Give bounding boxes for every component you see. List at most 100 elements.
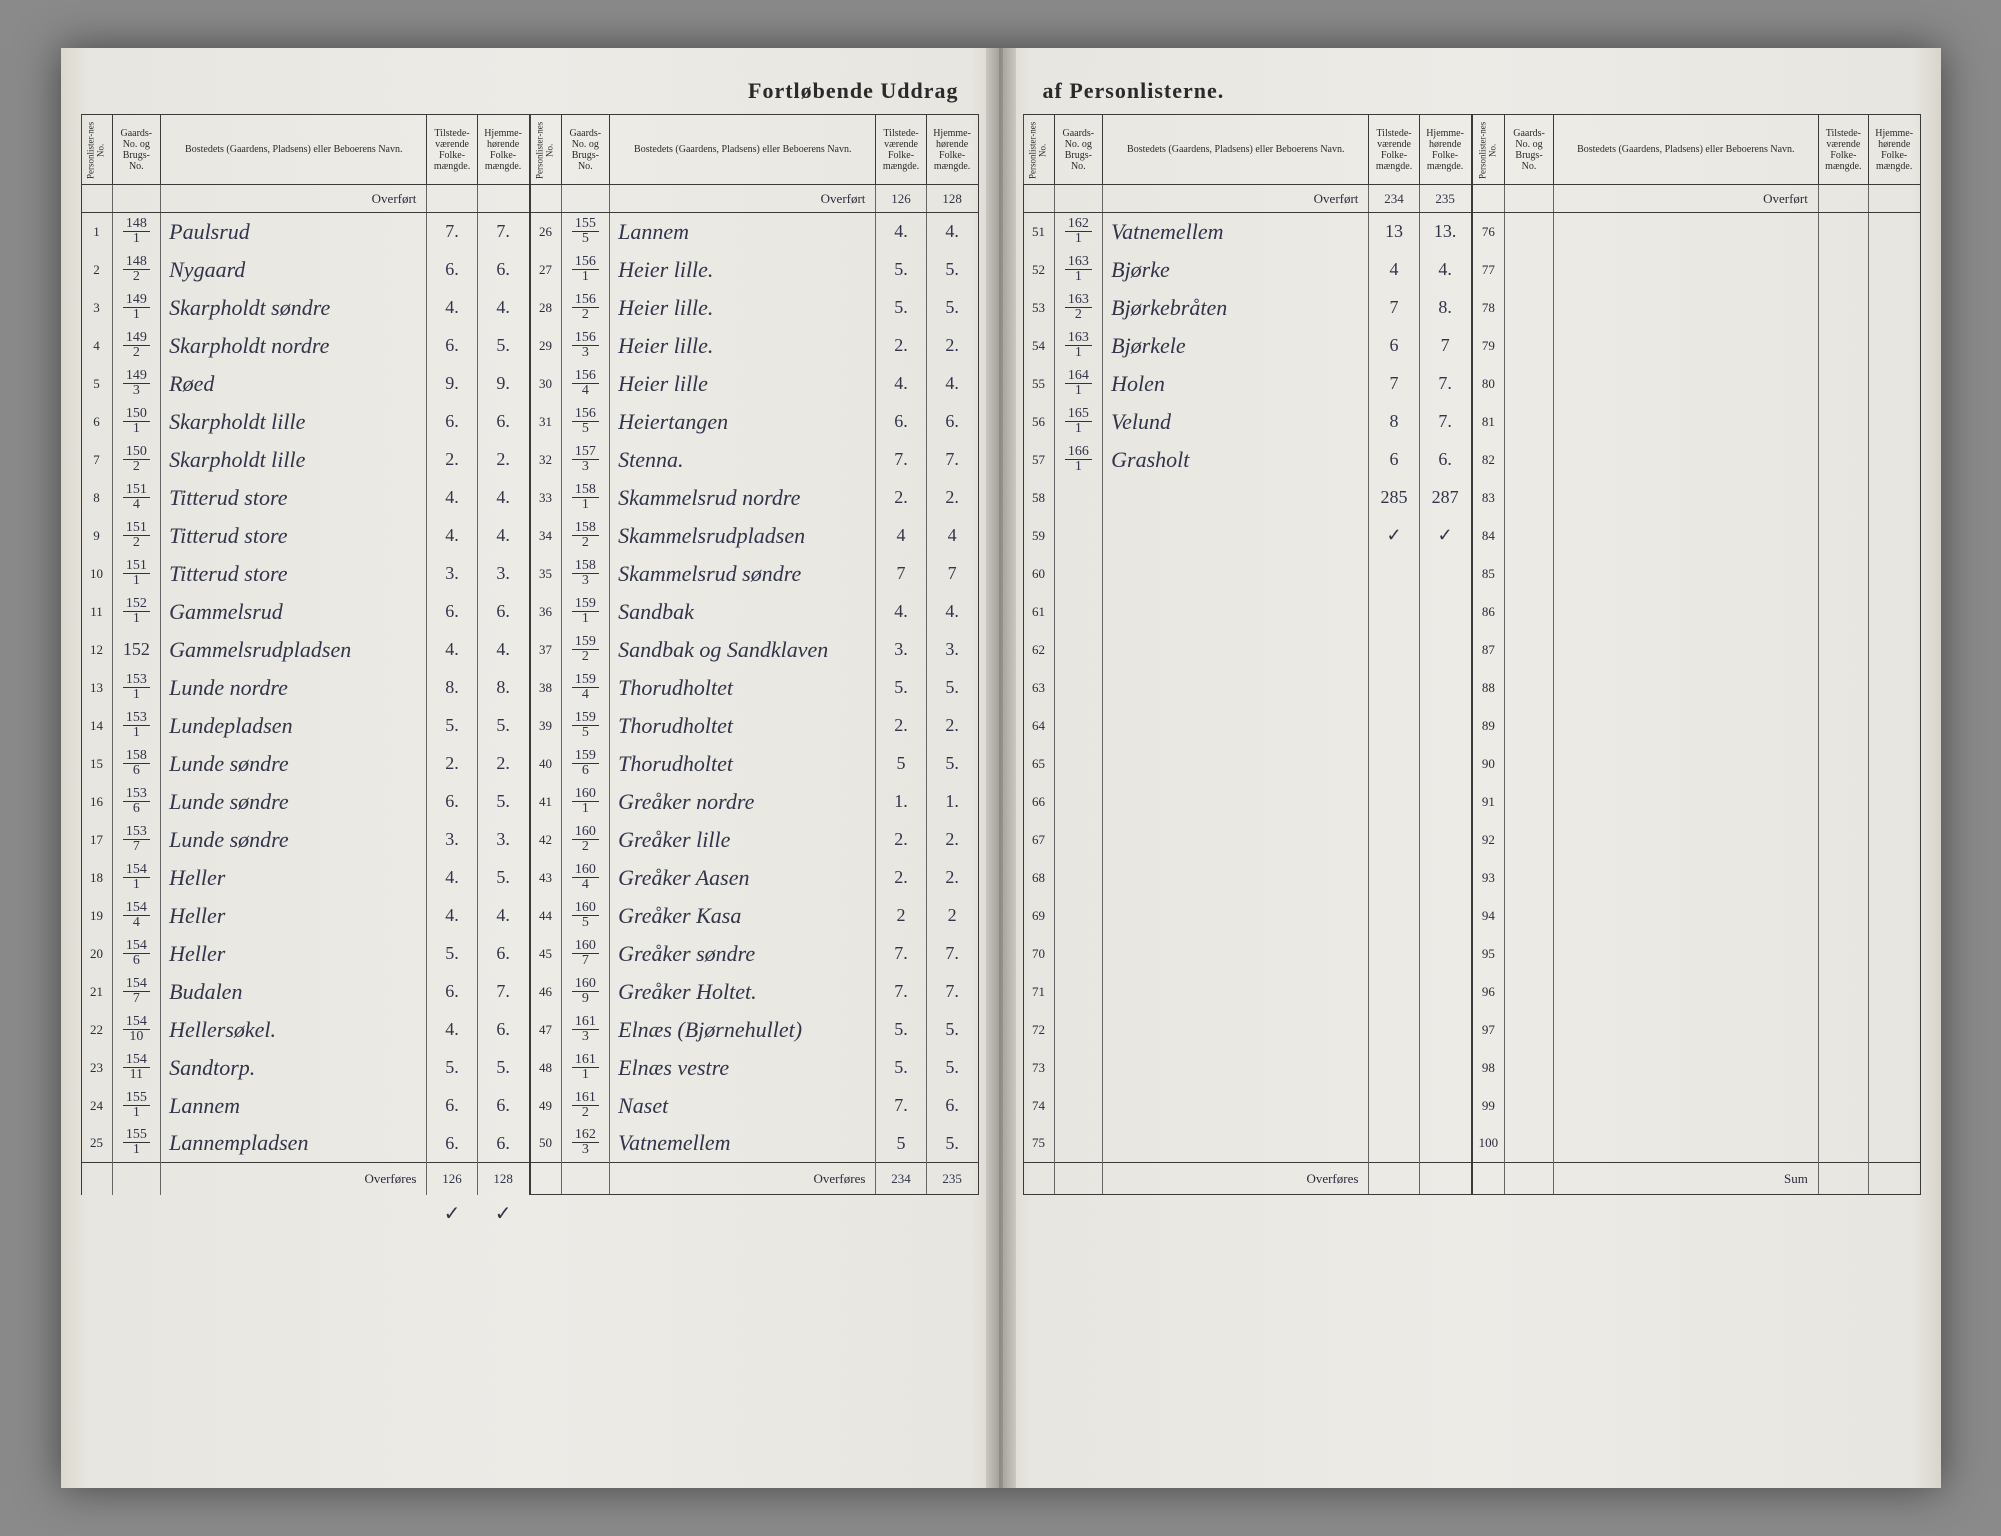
cell-tilstede xyxy=(1369,973,1419,1011)
cell-rownum: 1 xyxy=(81,213,112,251)
table-row: 70 xyxy=(1023,935,1471,973)
cell-name: Thorudholtet xyxy=(610,669,876,707)
cell-gaard xyxy=(1505,289,1553,327)
cell-gaard: 1573 xyxy=(561,441,610,479)
cell-rownum: 23 xyxy=(81,1049,112,1087)
cell-tilstede xyxy=(1818,213,1868,251)
cell-hjemme xyxy=(1868,1125,1920,1163)
cell-name xyxy=(1553,365,1818,403)
cell-gaard: 1541 xyxy=(112,859,161,897)
cell-name xyxy=(1553,783,1818,821)
cell-gaard: 15411 xyxy=(112,1049,161,1087)
cell-name: Sandbak xyxy=(610,593,876,631)
header-bosted: Bostedets (Gaardens, Pladsens) eller Beb… xyxy=(1553,115,1818,185)
cell-tilstede xyxy=(1818,935,1868,973)
cell-rownum: 76 xyxy=(1472,213,1505,251)
cell-gaard: 1551 xyxy=(112,1125,161,1163)
cell-gaard: 1621 xyxy=(1054,213,1103,251)
cell-tilstede xyxy=(1818,669,1868,707)
cell-hjemme: 6. xyxy=(477,1125,529,1163)
cell-hjemme: 6. xyxy=(477,1011,529,1049)
cell-hjemme xyxy=(1868,821,1920,859)
table-row: 59 ✓ ✓ xyxy=(1023,517,1471,555)
cell-tilstede xyxy=(1818,1125,1868,1163)
cell-hjemme xyxy=(1868,783,1920,821)
cell-hjemme: 5. xyxy=(477,327,529,365)
table-row: 4 1492 Skarpholdt nordre 6. 5. xyxy=(81,327,529,365)
check-icon: ✓ xyxy=(477,1195,529,1233)
cell-gaard xyxy=(1505,935,1553,973)
cell-hjemme: 4. xyxy=(477,289,529,327)
cell-rownum: 99 xyxy=(1472,1087,1505,1125)
cell-tilstede: 4. xyxy=(876,593,926,631)
ledger-table: Personlister-nes No. Gaards-No. og Brugs… xyxy=(1023,114,1472,1195)
cell-name: Lannem xyxy=(161,1087,427,1125)
cell-name: Skammelsrudpladsen xyxy=(610,517,876,555)
cell-name: Heier lille. xyxy=(610,289,876,327)
cell-name xyxy=(1103,479,1369,517)
cell-tilstede: 2. xyxy=(427,441,477,479)
cell-gaard xyxy=(1054,631,1103,669)
cell-gaard: 1482 xyxy=(112,251,161,289)
cell-tilstede: 4. xyxy=(427,289,477,327)
cell-name: Greåker Aasen xyxy=(610,859,876,897)
cell-gaard: 1612 xyxy=(561,1087,610,1125)
cell-tilstede: 6. xyxy=(876,403,926,441)
table-row: 58 285 287 xyxy=(1023,479,1471,517)
cell-rownum: 44 xyxy=(530,897,561,935)
cell-gaard: 1604 xyxy=(561,859,610,897)
cell-tilstede xyxy=(1818,859,1868,897)
cell-hjemme: 6. xyxy=(477,1087,529,1125)
cell-name: Grasholt xyxy=(1103,441,1369,479)
cell-rownum: 57 xyxy=(1023,441,1054,479)
cell-hjemme xyxy=(1868,859,1920,897)
header-hjemme: Hjemme-hørende Folke-mængde. xyxy=(477,115,529,185)
cell-hjemme xyxy=(1419,935,1471,973)
cell-hjemme: 9. xyxy=(477,365,529,403)
cell-name: Stenna. xyxy=(610,441,876,479)
cell-gaard: 1481 xyxy=(112,213,161,251)
cell-rownum: 97 xyxy=(1472,1011,1505,1049)
cell-name: Hellersøkel. xyxy=(161,1011,427,1049)
cell-name: Lunde søndre xyxy=(161,821,427,859)
cell-hjemme: 7. xyxy=(926,935,978,973)
cell-hjemme: 7. xyxy=(926,973,978,1011)
cell-rownum: 12 xyxy=(81,631,112,669)
header-tilstede: Tilstede-værende Folke-mængde. xyxy=(427,115,477,185)
cell-gaard: 1501 xyxy=(112,403,161,441)
cell-tilstede: 2. xyxy=(427,745,477,783)
cell-tilstede: 8 xyxy=(1369,403,1419,441)
left-page: Fortløbende Uddrag Personlister-nes No. … xyxy=(61,48,1001,1488)
cell-gaard: 1631 xyxy=(1054,327,1103,365)
table-row: 8 1514 Titterud store 4. 4. xyxy=(81,479,529,517)
cell-name xyxy=(1553,1011,1818,1049)
table-row: 11 1521 Gammelsrud 6. 6. xyxy=(81,593,529,631)
cell-rownum: 14 xyxy=(81,707,112,745)
cell-tilstede: 5 xyxy=(876,1125,926,1163)
cell-rownum: 45 xyxy=(530,935,561,973)
cell-tilstede: 4. xyxy=(876,213,926,251)
cell-rownum: 40 xyxy=(530,745,561,783)
cell-tilstede: 2. xyxy=(876,859,926,897)
cell-rownum: 11 xyxy=(81,593,112,631)
cell-tilstede xyxy=(1369,745,1419,783)
table-row: 22 15410 Hellersøkel. 4. 6. xyxy=(81,1011,529,1049)
cell-hjemme: 4. xyxy=(926,213,978,251)
cell-name: Sandbak og Sandklaven xyxy=(610,631,876,669)
cell-tilstede xyxy=(1818,441,1868,479)
cell-gaard: 1607 xyxy=(561,935,610,973)
cell-hjemme: 287 xyxy=(1419,479,1471,517)
cell-gaard: 1502 xyxy=(112,441,161,479)
cell-rownum: 41 xyxy=(530,783,561,821)
cell-gaard: 1583 xyxy=(561,555,610,593)
cell-rownum: 65 xyxy=(1023,745,1054,783)
cell-tilstede: 5 xyxy=(876,745,926,783)
cell-tilstede xyxy=(1369,935,1419,973)
cell-gaard xyxy=(1505,479,1553,517)
cell-tilstede: 5. xyxy=(876,289,926,327)
table-row: 55 1641 Holen 7 7. xyxy=(1023,365,1471,403)
cell-gaard: 1623 xyxy=(561,1125,610,1163)
cell-rownum: 55 xyxy=(1023,365,1054,403)
carry-out-row: Overføres xyxy=(1023,1163,1471,1195)
cell-hjemme xyxy=(1868,897,1920,935)
